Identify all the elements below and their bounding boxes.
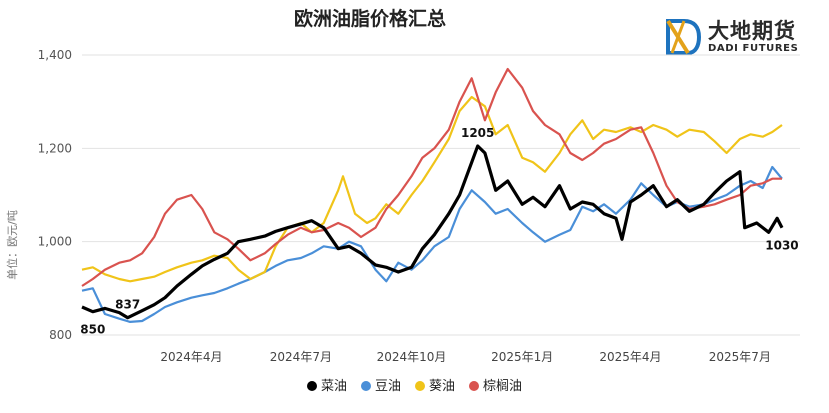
series-lines bbox=[81, 67, 784, 323]
series-line-2 bbox=[81, 95, 783, 283]
series-line-1 bbox=[81, 165, 783, 323]
legend-item[interactable]: 葵油 bbox=[415, 375, 455, 394]
legend-swatch-icon bbox=[306, 380, 317, 391]
x-tick-label: 2024年4月 bbox=[160, 350, 222, 364]
legend-label: 菜油 bbox=[320, 379, 347, 394]
grid-lines bbox=[82, 54, 800, 336]
data-labels: 850 837 1205 1030 bbox=[80, 126, 798, 337]
logo-sub-text: DADI FUTURES bbox=[708, 43, 799, 54]
legend-label: 豆油 bbox=[374, 379, 401, 394]
legend-item[interactable]: 棕榈油 bbox=[469, 375, 522, 394]
y-tick-label: 1,000 bbox=[38, 235, 72, 249]
data-label: 837 bbox=[115, 298, 140, 312]
x-tick-label: 2024年10月 bbox=[377, 350, 447, 364]
legend: 菜油 豆油 葵油 棕榈油 bbox=[0, 375, 829, 394]
legend-item[interactable]: 菜油 bbox=[306, 375, 347, 394]
series-line-3 bbox=[81, 67, 782, 287]
y-tick-label: 800 bbox=[49, 328, 72, 342]
x-tick-label: 2025年4月 bbox=[599, 350, 661, 364]
y-axis-ticks: 800 1,000 1,200 1,400 bbox=[38, 48, 72, 342]
x-tick-label: 2025年1月 bbox=[491, 350, 553, 364]
legend-item[interactable]: 豆油 bbox=[360, 375, 401, 394]
legend-swatch-icon bbox=[415, 380, 425, 391]
data-label: 1030 bbox=[765, 239, 798, 253]
logo-main-text: 大地期货 bbox=[708, 19, 796, 43]
x-axis-ticks: 2024年4月 2024年7月 2024年10月 2025年1月 2025年4月 2025… bbox=[160, 350, 771, 364]
legend-label: 棕榈油 bbox=[483, 379, 523, 394]
x-tick-label: 2025年7月 bbox=[709, 350, 771, 364]
logo-mark-icon bbox=[666, 19, 702, 55]
y-axis-label: 单位：欧元/吨 bbox=[5, 210, 19, 280]
y-tick-label: 1,200 bbox=[38, 141, 72, 155]
legend-label: 葵油 bbox=[429, 379, 456, 394]
series-line-0 bbox=[81, 144, 784, 320]
y-tick-label: 1,400 bbox=[38, 48, 72, 62]
legend-swatch-icon bbox=[360, 380, 371, 391]
chart-title: 欧洲油脂价格汇总 bbox=[293, 8, 446, 30]
brand-logo: 大地期货 DADI FUTURES bbox=[664, 15, 824, 61]
data-label: 1205 bbox=[461, 126, 494, 140]
legend-swatch-icon bbox=[469, 380, 480, 391]
x-tick-label: 2024年7月 bbox=[270, 350, 332, 364]
line-chart: 800 1,000 1,200 1,400 2024年4月 2024年7月 2024年10… bbox=[5, 48, 800, 364]
data-label: 850 bbox=[80, 323, 105, 337]
